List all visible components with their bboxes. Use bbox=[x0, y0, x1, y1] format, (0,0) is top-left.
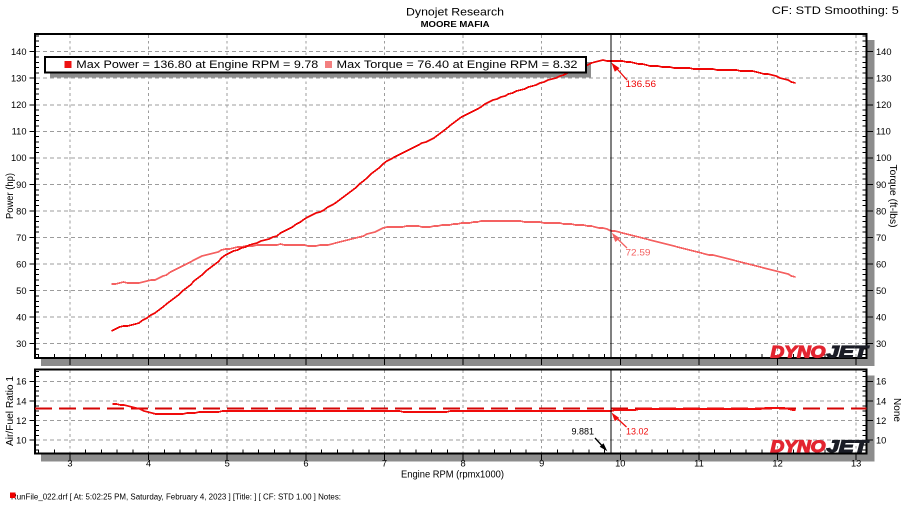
svg-text:7: 7 bbox=[382, 458, 387, 468]
svg-text:110: 110 bbox=[876, 127, 891, 137]
svg-text:16: 16 bbox=[16, 377, 26, 387]
svg-text:9.881: 9.881 bbox=[572, 426, 595, 437]
svg-text:Max Torque = 76.40 at Engine R: Max Torque = 76.40 at Engine RPM = 8.32 bbox=[337, 59, 578, 71]
svg-text:3: 3 bbox=[67, 458, 72, 468]
svg-text:140: 140 bbox=[11, 47, 27, 57]
svg-text:13.02: 13.02 bbox=[626, 426, 649, 437]
svg-text:70: 70 bbox=[876, 233, 886, 243]
svg-text:JET: JET bbox=[827, 437, 870, 456]
svg-text:130: 130 bbox=[876, 74, 892, 84]
svg-text:40: 40 bbox=[16, 313, 26, 323]
svg-text:Power (hp): Power (hp) bbox=[5, 173, 16, 219]
svg-text:14: 14 bbox=[876, 396, 886, 406]
svg-text:70: 70 bbox=[16, 233, 26, 243]
svg-text:100: 100 bbox=[11, 153, 27, 163]
svg-text:10: 10 bbox=[615, 458, 625, 468]
svg-text:4: 4 bbox=[146, 458, 151, 468]
svg-text:DYNO: DYNO bbox=[771, 437, 826, 456]
svg-text:72.59: 72.59 bbox=[626, 248, 651, 259]
svg-text:12: 12 bbox=[772, 458, 782, 468]
svg-text:None: None bbox=[891, 398, 902, 422]
svg-text:16: 16 bbox=[876, 377, 886, 387]
svg-text:30: 30 bbox=[16, 339, 26, 349]
svg-text:60: 60 bbox=[876, 259, 886, 269]
svg-text:120: 120 bbox=[11, 100, 27, 110]
svg-text:Air/Fuel Ratio 1: Air/Fuel Ratio 1 bbox=[5, 376, 16, 446]
svg-text:80: 80 bbox=[876, 206, 886, 216]
svg-text:8: 8 bbox=[461, 458, 466, 468]
svg-text:9: 9 bbox=[539, 458, 544, 468]
svg-text:10: 10 bbox=[876, 436, 886, 446]
svg-text:5: 5 bbox=[225, 458, 230, 468]
svg-text:136.56: 136.56 bbox=[626, 79, 657, 90]
svg-text:50: 50 bbox=[876, 286, 886, 296]
svg-text:10: 10 bbox=[16, 436, 26, 446]
svg-text:140: 140 bbox=[876, 47, 892, 57]
svg-text:DYNO: DYNO bbox=[771, 342, 826, 361]
svg-text:Max Power = 136.80 at Engine R: Max Power = 136.80 at Engine RPM = 9.78 bbox=[76, 59, 318, 71]
svg-text:100: 100 bbox=[876, 153, 892, 163]
svg-text:6: 6 bbox=[303, 458, 308, 468]
svg-text:110: 110 bbox=[12, 127, 27, 137]
svg-text:Dynojet Research: Dynojet Research bbox=[406, 7, 504, 19]
svg-text:60: 60 bbox=[16, 259, 26, 269]
svg-text:13: 13 bbox=[851, 458, 861, 468]
svg-text:40: 40 bbox=[876, 313, 886, 323]
svg-text:Torque (ft-lbs): Torque (ft-lbs) bbox=[887, 165, 898, 228]
svg-text:130: 130 bbox=[11, 74, 27, 84]
svg-text:120: 120 bbox=[876, 100, 892, 110]
svg-text:MOORE MAFIA: MOORE MAFIA bbox=[421, 19, 490, 29]
svg-text:14: 14 bbox=[16, 396, 26, 406]
svg-text:12: 12 bbox=[16, 416, 26, 426]
svg-text:90: 90 bbox=[16, 180, 26, 190]
svg-text:11: 11 bbox=[694, 458, 704, 468]
svg-text:CF: STD Smoothing: 5: CF: STD Smoothing: 5 bbox=[772, 5, 899, 17]
svg-text:RunFile_022.drf [ At: 5:02:25: RunFile_022.drf [ At: 5:02:25 PM, Saturd… bbox=[11, 493, 341, 502]
svg-text:JET: JET bbox=[827, 342, 870, 361]
svg-text:30: 30 bbox=[876, 339, 886, 349]
svg-text:90: 90 bbox=[876, 180, 886, 190]
svg-text:Engine RPM (rpmx1000): Engine RPM (rpmx1000) bbox=[401, 469, 504, 480]
svg-text:80: 80 bbox=[16, 206, 26, 216]
svg-text:12: 12 bbox=[876, 416, 886, 426]
svg-text:50: 50 bbox=[16, 286, 26, 296]
